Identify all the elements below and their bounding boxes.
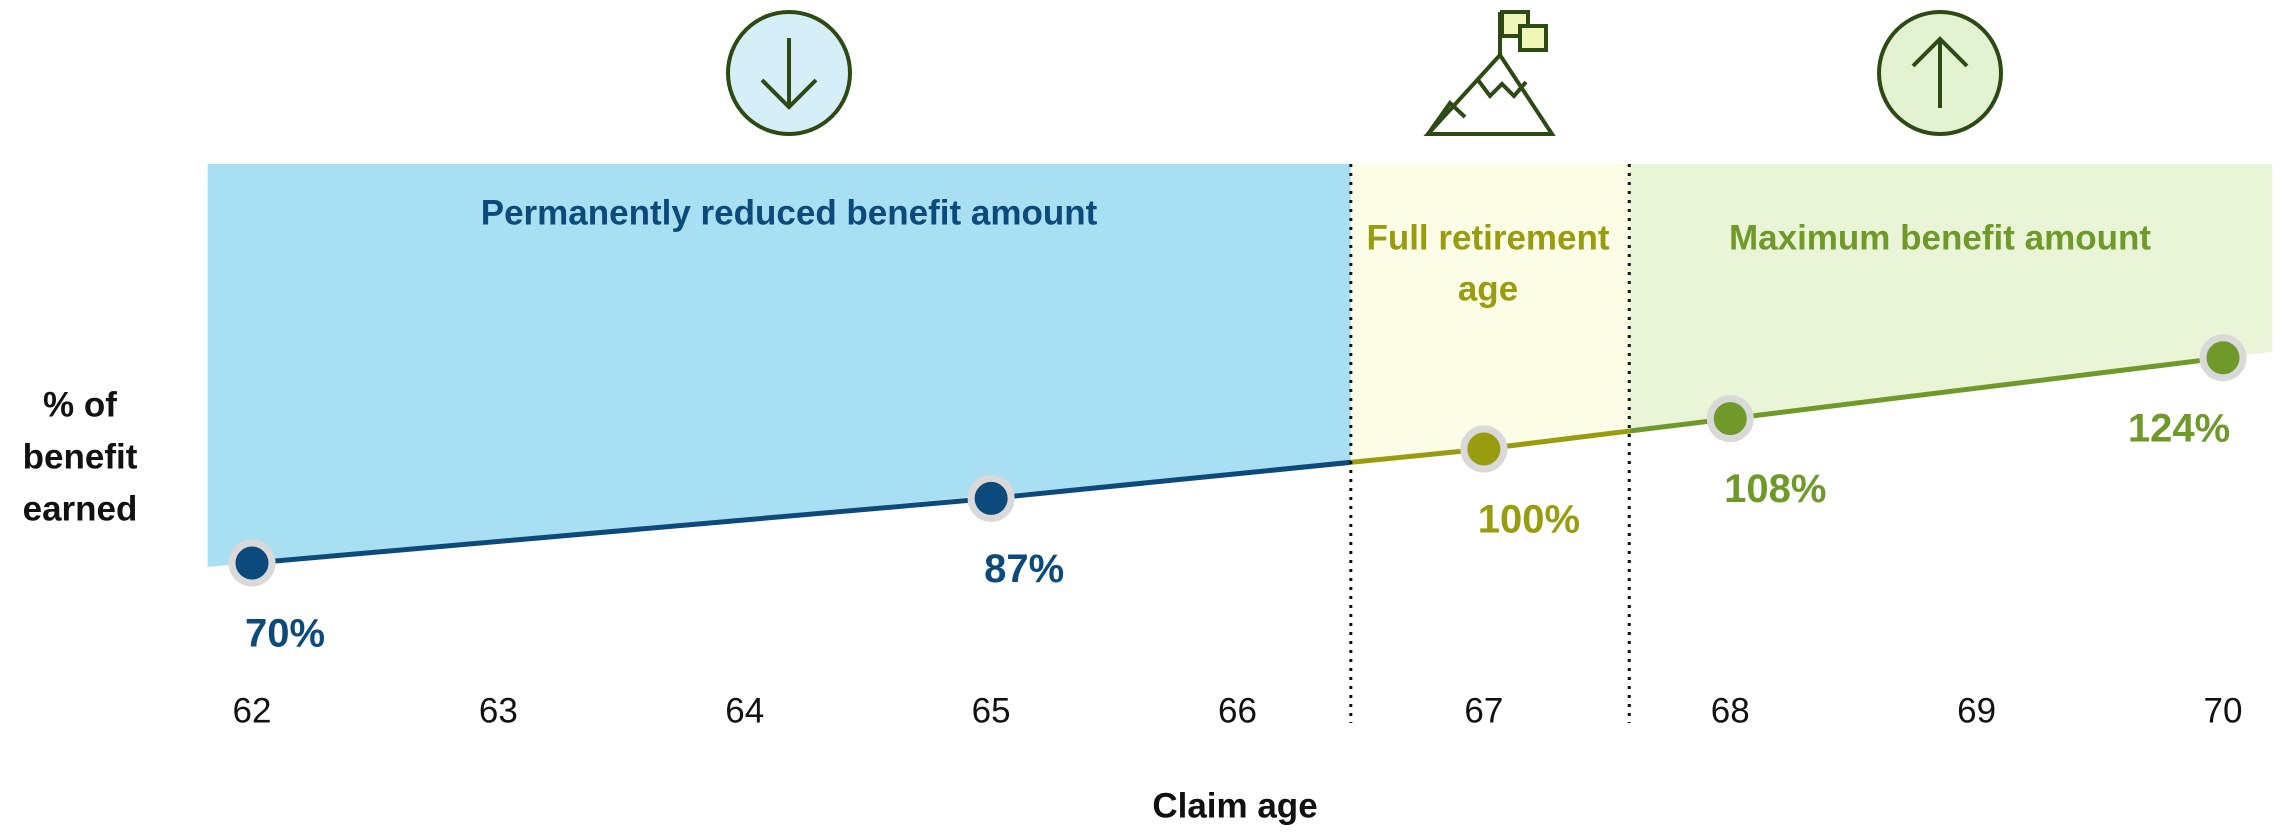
zones xyxy=(207,164,2273,567)
data-label: 100% xyxy=(1478,498,1580,542)
point xyxy=(2199,334,2247,382)
x-tick-label: 65 xyxy=(972,691,1011,730)
zone-area xyxy=(207,164,1351,567)
x-axis-label: Claim age xyxy=(1152,786,1317,825)
zone-label: Full retirement xyxy=(1366,218,1609,257)
data-label: 87% xyxy=(984,547,1064,591)
point xyxy=(967,474,1015,522)
x-tick-label: 64 xyxy=(725,691,764,730)
zone-label: Permanently reduced benefit amount xyxy=(481,193,1098,232)
icon-down xyxy=(726,10,852,136)
zone-label: age xyxy=(1458,269,1518,308)
zone-label: Maximum benefit amount xyxy=(1729,218,2151,257)
zone-area xyxy=(1629,164,2273,432)
x-tick-label: 69 xyxy=(1957,691,1996,730)
y-axis-label: benefit xyxy=(23,437,138,476)
point xyxy=(1460,425,1508,473)
y-axis-label: % of xyxy=(43,385,117,424)
y-axis-label: earned xyxy=(23,489,138,528)
x-tick-label: 70 xyxy=(2204,691,2243,730)
icon-up xyxy=(1877,10,2003,136)
zone-area xyxy=(1350,164,1630,463)
x-tick-label: 63 xyxy=(479,691,518,730)
point xyxy=(228,539,276,587)
data-label: 108% xyxy=(1724,467,1826,511)
icon-mountain xyxy=(1423,10,1556,136)
x-tick-label: 66 xyxy=(1218,691,1257,730)
x-tick-label: 62 xyxy=(233,691,272,730)
data-label: 124% xyxy=(2128,406,2230,450)
line xyxy=(251,459,1351,566)
line xyxy=(1629,355,2224,434)
x-tick-label: 67 xyxy=(1464,691,1503,730)
point xyxy=(1706,395,1754,443)
x-tick-label: 68 xyxy=(1711,691,1750,730)
overlay: Permanently reduced benefit amount Full r… xyxy=(23,164,2247,825)
data-label: 70% xyxy=(245,612,325,656)
